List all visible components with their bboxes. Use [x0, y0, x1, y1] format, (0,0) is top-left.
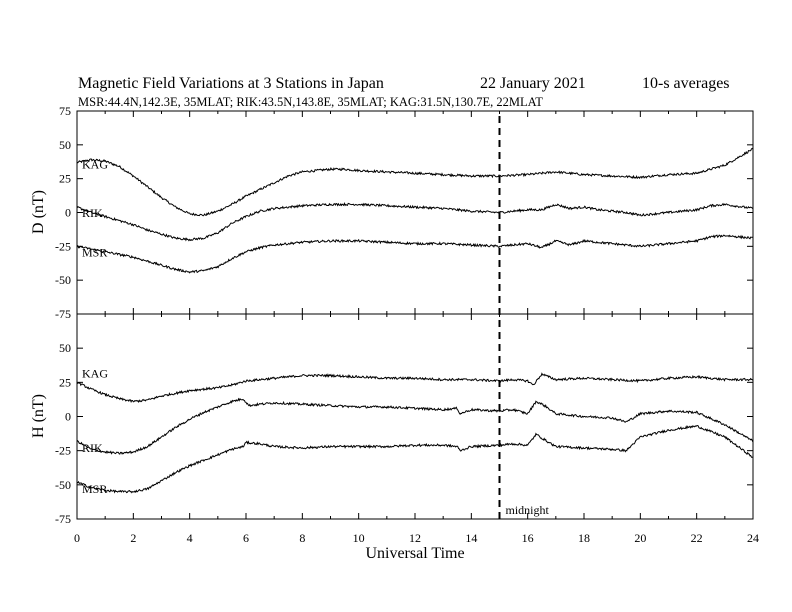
x-tick-label: 10 — [353, 531, 365, 545]
y-tick-label: 25 — [59, 375, 71, 389]
series-line-msr — [76, 234, 754, 274]
station-label-kag: KAG — [82, 366, 108, 380]
x-tick-label: 24 — [747, 531, 759, 545]
x-tick-label: 6 — [243, 531, 249, 545]
y-tick-label: 75 — [59, 104, 71, 118]
series-line-kag — [76, 372, 754, 404]
x-tick-label: 8 — [299, 531, 305, 545]
bottom-ylabel: H (nT) — [30, 394, 47, 438]
x-tick-label: 16 — [522, 531, 534, 545]
y-tick-label: 0 — [65, 206, 71, 220]
y-tick-label: -25 — [55, 444, 71, 458]
top-panel-frame — [76, 110, 754, 315]
y-tick-label: -50 — [55, 478, 71, 492]
x-tick-label: 12 — [409, 531, 421, 545]
station-coordinates: MSR:44.4N,142.3E, 35MLAT; RIK:43.5N,143.… — [78, 95, 543, 109]
top-ylabel: D (nT) — [30, 190, 47, 234]
station-label-msr: MSR — [82, 245, 107, 259]
series-line-rik — [76, 202, 754, 242]
station-label-msr: MSR — [82, 482, 107, 496]
x-tick-label: 18 — [578, 531, 590, 545]
chart-averaging: 10-s averages — [642, 75, 730, 92]
x-tick-label: 4 — [187, 531, 193, 545]
y-tick-label: -75 — [55, 307, 71, 321]
station-label-rik: RIK — [82, 206, 103, 220]
y-tick-label: 50 — [59, 138, 71, 152]
bottom-panel-frame — [76, 313, 754, 520]
series-line-msr — [76, 424, 754, 494]
station-label-rik: RIK — [82, 441, 103, 455]
station-label-kag: KAG — [82, 157, 108, 171]
series-line-rik — [76, 397, 754, 455]
y-tick-label: 25 — [59, 172, 71, 186]
x-axis-label: Universal Time — [365, 545, 464, 562]
x-tick-label: 20 — [634, 531, 646, 545]
series-line-kag — [76, 147, 754, 217]
x-tick-label: 0 — [74, 531, 80, 545]
x-tick-label: 2 — [130, 531, 136, 545]
x-tick-label: 14 — [465, 531, 477, 545]
chart-date: 22 January 2021 — [480, 75, 586, 92]
midnight-label: midnight — [506, 503, 550, 517]
chart-title: Magnetic Field Variations at 3 Stations … — [78, 75, 384, 92]
y-tick-label: -25 — [55, 239, 71, 253]
y-tick-label: -75 — [55, 512, 71, 526]
y-tick-label: -50 — [55, 273, 71, 287]
y-tick-label: 50 — [59, 341, 71, 355]
y-tick-label: 0 — [65, 410, 71, 424]
x-tick-label: 22 — [691, 531, 703, 545]
